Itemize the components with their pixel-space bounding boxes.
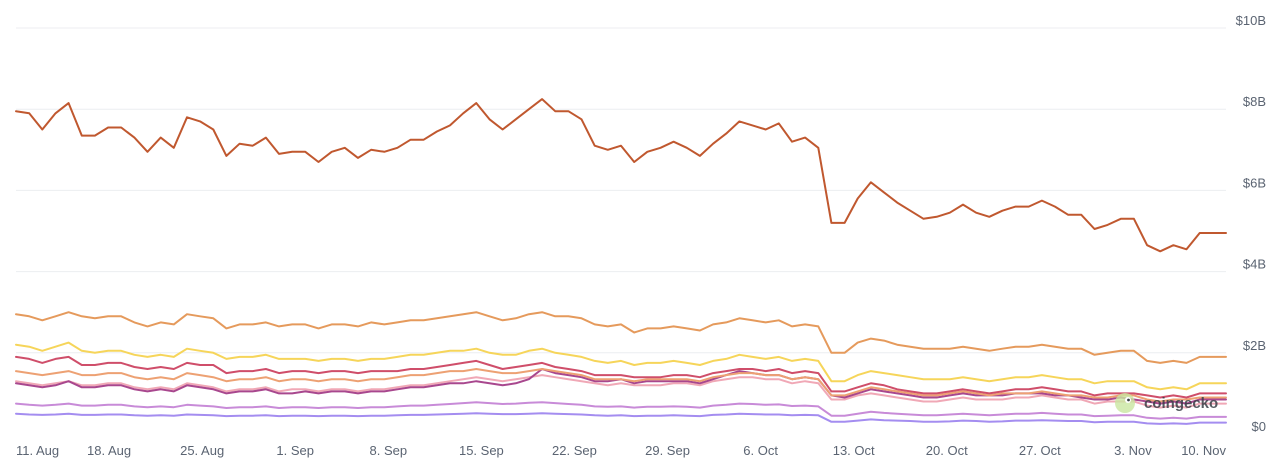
x-axis: 11. Aug 18. Aug 25. Aug 1. Sep 8. Sep 15. Sep… (16, 443, 1226, 458)
series-line-1 (15, 98, 1227, 253)
series-line-7 (15, 374, 1227, 409)
x-tick-label: 25. Aug (180, 443, 224, 458)
y-axis: $0 $2B $4B $6B $8B $10B (1236, 13, 1266, 434)
x-tick-label: 27. Oct (1019, 443, 1061, 458)
series-line-2 (15, 311, 1227, 364)
x-tick-label: 10. Nov (1181, 443, 1226, 458)
gridlines (16, 27, 1226, 354)
series-line-4 (15, 355, 1227, 399)
series-line-8 (15, 401, 1227, 420)
y-tick-label: $6B (1243, 175, 1266, 190)
x-tick-label: 13. Oct (833, 443, 875, 458)
y-tick-label: $0 (1252, 419, 1266, 434)
y-tick-label: $2B (1243, 338, 1266, 353)
x-tick-label: 3. Nov (1114, 443, 1152, 458)
x-tick-label: 20. Oct (926, 443, 968, 458)
x-tick-label: 29. Sep (645, 443, 690, 458)
watermark-text: coingecko (1144, 394, 1219, 412)
y-tick-label: $4B (1243, 257, 1266, 272)
x-tick-label: 15. Sep (459, 443, 504, 458)
gecko-logo-icon (1115, 393, 1135, 413)
x-tick-label: 11. Aug (16, 443, 59, 458)
series-group (15, 98, 1227, 425)
series-line-9 (15, 412, 1227, 425)
x-tick-label: 22. Sep (552, 443, 597, 458)
y-tick-label: $10B (1236, 13, 1266, 28)
series-line-3 (15, 341, 1227, 391)
x-tick-label: 1. Sep (276, 443, 314, 458)
x-tick-label: 8. Sep (370, 443, 408, 458)
y-tick-label: $8B (1243, 94, 1266, 109)
coingecko-watermark: coingecko (1114, 392, 1218, 414)
x-tick-label: 18. Aug (87, 443, 131, 458)
series-line-5 (15, 368, 1227, 403)
x-tick-label: 6. Oct (743, 443, 778, 458)
